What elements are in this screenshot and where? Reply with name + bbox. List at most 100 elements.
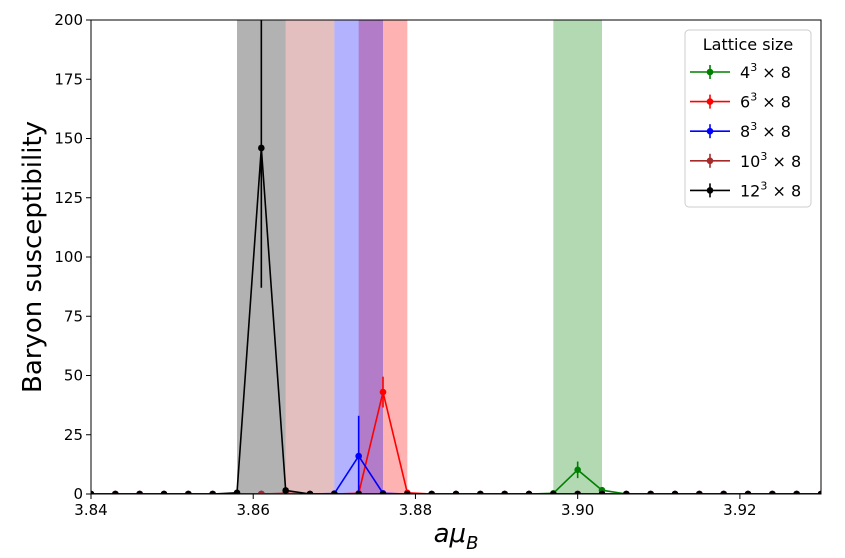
data-point [233, 489, 241, 494]
y-tick-label: 0 [73, 485, 83, 503]
legend-label: 63 × 8 [740, 91, 791, 112]
y-tick-label: 200 [54, 11, 83, 29]
y-axis-title: Baryon susceptibility [18, 121, 48, 393]
data-point [720, 490, 727, 494]
legend-label-base: 10 [740, 152, 760, 171]
data-point [550, 490, 557, 494]
data-point [306, 490, 314, 494]
data-point [696, 490, 703, 494]
data-point [428, 490, 435, 494]
y-tick-label: 100 [54, 248, 83, 266]
data-point [647, 490, 654, 494]
legend-entry-6x8: 63 × 8 [690, 91, 791, 112]
legend-title: Lattice size [703, 35, 793, 54]
y-axis: 0 25 50 75 100 125 150 175 200 [54, 11, 91, 503]
y-tick-label: 125 [54, 189, 83, 207]
data-point [160, 490, 168, 494]
legend-marker [706, 157, 714, 165]
legend-label-base: 12 [740, 181, 760, 200]
band-4x8 [553, 20, 602, 494]
band-10x8 [285, 20, 335, 494]
series-8x8 [91, 415, 821, 494]
data-point [452, 490, 460, 494]
data-point [282, 487, 289, 494]
legend-label-suffix: × 8 [767, 181, 801, 200]
x-title-main: aμ [434, 519, 466, 549]
data-point [525, 490, 533, 494]
data-point [623, 490, 630, 494]
legend-label-exponent: 3 [760, 150, 767, 163]
data-point [91, 490, 95, 494]
data-point [477, 490, 484, 494]
y-tick-label: 150 [54, 130, 83, 148]
legend-entry-10x8: 103 × 8 [690, 150, 801, 171]
x-axis-title: aμB [434, 519, 479, 554]
data-point [355, 490, 362, 494]
legend-marker [706, 68, 714, 76]
data-point [379, 490, 387, 494]
data-point [136, 490, 143, 494]
y-tick-label: 25 [64, 426, 83, 444]
data-point [185, 490, 192, 494]
legend-marker [706, 98, 714, 105]
data-point [258, 490, 265, 494]
series-line [91, 468, 821, 494]
legend-entry-4x8: 43 × 8 [690, 61, 791, 82]
x-tick-label: 3.86 [237, 501, 270, 519]
legend-entry-12x8: 123 × 8 [690, 179, 801, 200]
legend-label-exponent: 3 [760, 179, 767, 192]
band-6x8 [358, 20, 408, 494]
series-line [91, 391, 821, 494]
legend-marker [706, 187, 714, 194]
legend-label: 43 × 8 [740, 61, 791, 82]
data-point [355, 452, 362, 460]
x-title-subscript: B [466, 533, 478, 554]
data-point [671, 490, 679, 494]
y-tick-label: 75 [64, 307, 83, 325]
series-layer [91, 20, 821, 494]
data-point [258, 144, 265, 152]
legend-label-base: 6 [740, 93, 750, 112]
data-point [331, 490, 338, 494]
legend-label: 83 × 8 [740, 120, 791, 141]
series-line [91, 454, 821, 494]
legend-label-suffix: × 8 [757, 93, 791, 112]
data-point [112, 490, 119, 494]
legend-label-exponent: 3 [750, 61, 757, 74]
legend-frame [684, 29, 812, 208]
data-point [744, 490, 752, 494]
data-point [574, 490, 581, 494]
legend-label-suffix: × 8 [767, 152, 801, 171]
data-point [574, 466, 581, 474]
x-tick-label: 3.92 [723, 501, 756, 519]
x-axis: 3.84 3.86 3.88 3.90 3.92 [74, 494, 757, 519]
legend-entry-8x8: 83 × 8 [690, 120, 791, 141]
band-8x8 [334, 20, 383, 494]
legend-label-exponent: 3 [750, 91, 757, 104]
y-tick-label: 50 [64, 367, 83, 385]
legend-label: 123 × 8 [740, 179, 801, 200]
data-point [817, 490, 821, 494]
legend-label-suffix: × 8 [757, 122, 791, 141]
legend-label-exponent: 3 [750, 120, 757, 133]
shaded-bands [237, 20, 602, 494]
legend-label-base: 8 [740, 122, 750, 141]
data-point [598, 490, 606, 494]
x-tick-label: 3.88 [399, 501, 432, 519]
x-tick-label: 3.90 [561, 501, 594, 519]
data-point [501, 490, 508, 494]
data-point [209, 490, 216, 494]
legend-label-base: 4 [740, 63, 750, 82]
series-6x8 [91, 376, 821, 494]
legend-marker [706, 127, 714, 135]
series-12x8 [91, 20, 821, 494]
legend-label: 103 × 8 [740, 150, 801, 171]
data-point [769, 490, 776, 494]
y-tick-label: 175 [54, 70, 83, 88]
data-point [404, 490, 411, 494]
data-point [793, 490, 800, 494]
data-point [379, 388, 387, 396]
